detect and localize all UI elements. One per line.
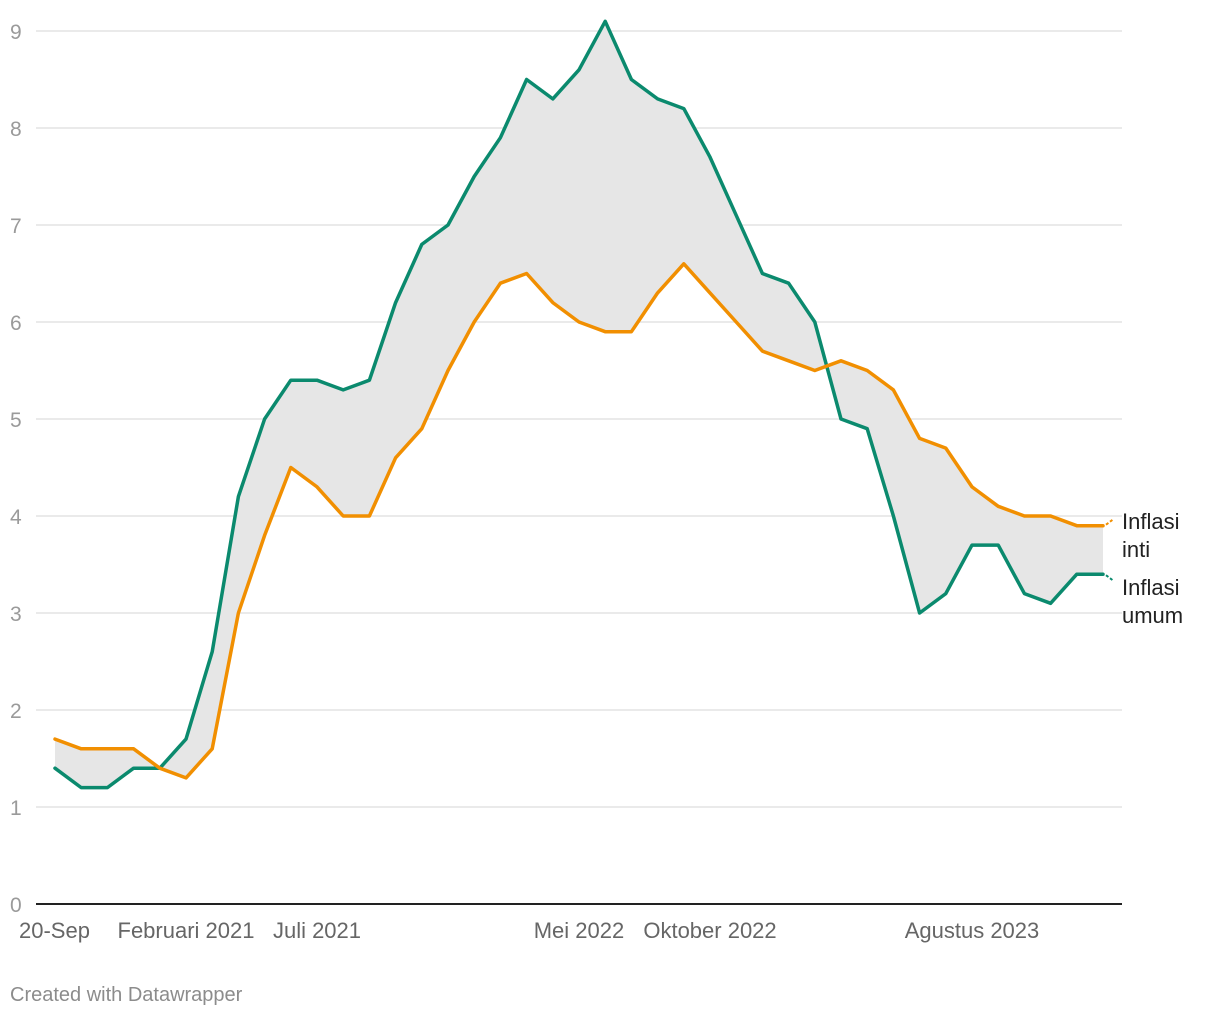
series-lines: [53, 19, 1105, 790]
label-inflasi-umum: Inflasi umum: [1122, 575, 1183, 628]
gap-area: [55, 21, 1103, 788]
label-connector-inti: [1105, 517, 1115, 526]
x-tick-label: Agustus 2023: [905, 918, 1040, 943]
x-tick-label: Oktober 2022: [643, 918, 776, 943]
y-tick-label: 5: [10, 409, 22, 432]
y-tick-label: 4: [10, 506, 22, 529]
label-inflasi-umum-line: umum: [1122, 603, 1183, 628]
y-tick-label: 3: [10, 603, 22, 626]
label-inflasi-umum-line: Inflasi: [1122, 575, 1179, 600]
y-tick-label: 9: [10, 21, 22, 44]
y-tick-label: 1: [10, 797, 22, 820]
line-inflasi-inti: [53, 262, 1105, 780]
x-tick-label: Juli 2021: [273, 918, 361, 943]
line-inflasi-umum: [53, 19, 1105, 790]
x-tick-label: Februari 2021: [118, 918, 255, 943]
label-inflasi-inti: Inflasi inti: [1122, 509, 1179, 562]
fill-between-area: [55, 21, 1103, 788]
credit-text: Created with Datawrapper: [10, 984, 243, 1006]
label-inflasi-inti-line: Inflasi: [1122, 509, 1179, 534]
y-tick-label: 7: [10, 215, 22, 238]
label-connector-umum: [1105, 574, 1115, 583]
label-inflasi-inti-line: inti: [1122, 537, 1150, 562]
y-tick-label: 6: [10, 312, 22, 335]
axes: 0 1 2 3 4 5 6 7 8 9 20-Sep Februari 2021 Juli 2021 Me…: [10, 21, 1122, 943]
series-labels: Inflasi inti Inflasi umum: [1105, 509, 1183, 628]
x-tick-label: 20-Sep: [19, 918, 90, 943]
x-tick-label: Mei 2022: [534, 918, 625, 943]
y-tick-label: 8: [10, 118, 22, 141]
y-tick-label: 0: [10, 894, 22, 917]
y-tick-label: 2: [10, 700, 22, 723]
